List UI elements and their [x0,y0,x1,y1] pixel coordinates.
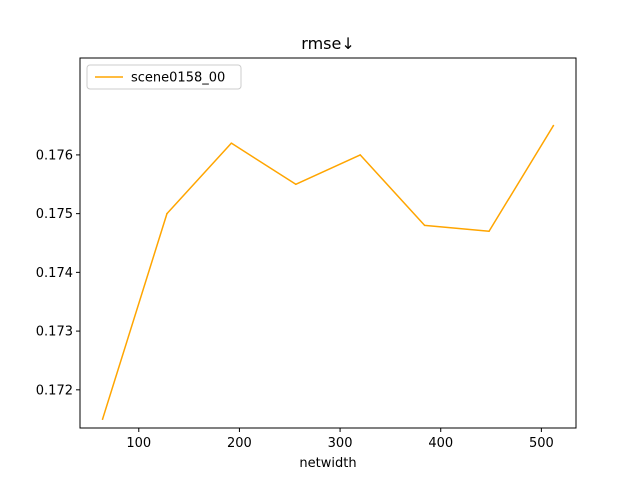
data-point [101,418,104,420]
y-tick-label: 0.174 [36,266,73,281]
x-axis: 100 200 300 400 500 [126,428,554,451]
series-line-1 [101,125,555,420]
data-point [423,224,426,227]
chart-title: rmse↓ [301,34,354,53]
data-point [166,212,168,215]
x-tick-label: 500 [529,436,554,451]
y-axis: 0.172 0.173 0.174 0.175 0.176 [36,148,80,398]
data-point [552,124,555,127]
x-tick-label: 200 [227,436,252,451]
y-tick-label: 0.175 [36,207,73,222]
data-point [488,230,490,233]
y-tick-label: 0.176 [36,148,73,163]
x-tick-label: 400 [428,436,453,451]
x-tick-label: 100 [126,436,151,451]
y-tick-label: 0.172 [36,383,73,398]
legend: scene0158_00 [86,64,242,90]
legend-label: scene0158_00 [131,71,225,86]
x-tick-label: 300 [328,436,353,451]
x-axis-title: netwidth [299,456,356,471]
data-point [294,183,297,186]
data-point [230,142,233,144]
y-tick-label: 0.173 [36,325,73,340]
legend-box [86,64,242,90]
plot-area [101,124,555,420]
plot-frame [79,57,577,429]
data-point [359,154,362,156]
